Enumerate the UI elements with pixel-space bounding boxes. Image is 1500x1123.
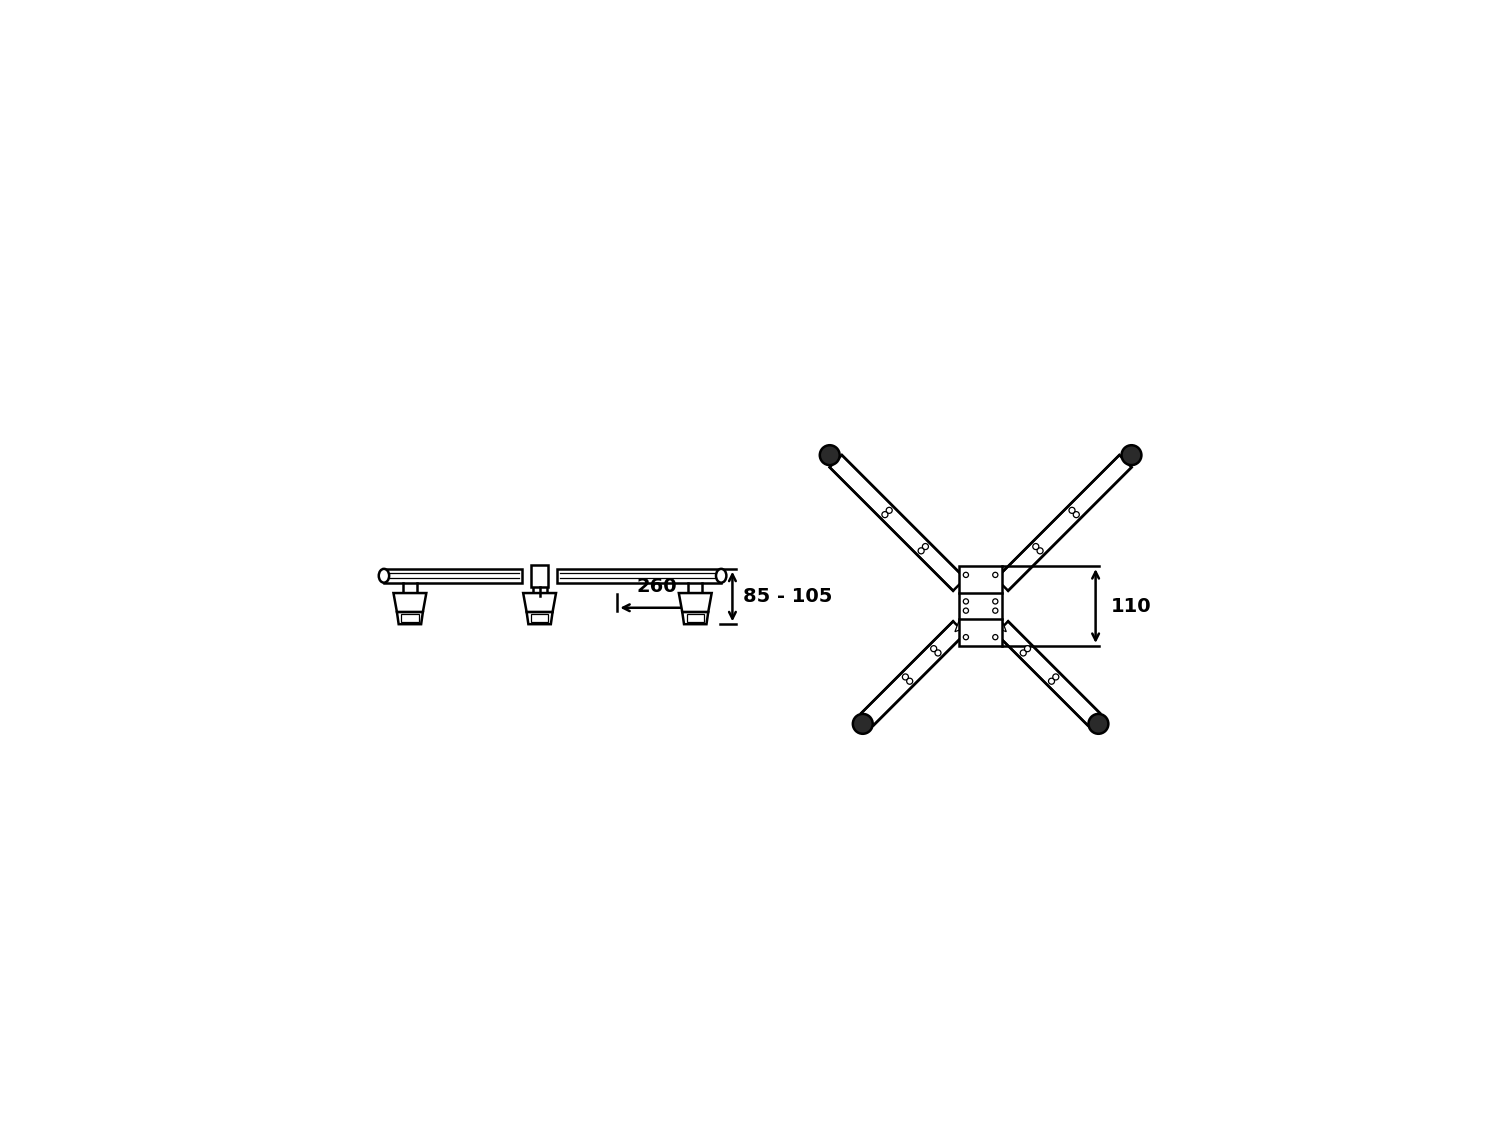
Circle shape [963, 599, 969, 604]
Circle shape [963, 573, 969, 577]
Circle shape [930, 646, 936, 651]
Ellipse shape [1089, 714, 1108, 733]
Circle shape [993, 608, 998, 613]
Circle shape [903, 674, 909, 679]
Text: 85 - 105: 85 - 105 [742, 587, 833, 606]
Circle shape [963, 608, 969, 613]
Text: 110: 110 [1112, 596, 1152, 615]
Circle shape [918, 548, 924, 554]
Polygon shape [963, 587, 982, 608]
Circle shape [963, 634, 969, 640]
Polygon shape [682, 612, 708, 624]
Circle shape [934, 650, 940, 656]
Polygon shape [861, 621, 966, 725]
Text: 260: 260 [636, 576, 676, 595]
Bar [400, 614, 418, 622]
Polygon shape [980, 587, 999, 608]
Polygon shape [680, 593, 711, 612]
Polygon shape [524, 593, 556, 612]
Bar [384, 569, 522, 583]
Polygon shape [526, 612, 552, 624]
Ellipse shape [853, 714, 873, 733]
Circle shape [1036, 548, 1042, 554]
Bar [687, 614, 703, 622]
Ellipse shape [821, 445, 840, 465]
Bar [556, 569, 722, 583]
Polygon shape [398, 612, 423, 624]
Circle shape [993, 599, 998, 604]
Bar [531, 614, 548, 622]
Ellipse shape [716, 569, 726, 583]
Circle shape [1048, 678, 1054, 684]
Bar [531, 565, 548, 587]
Circle shape [1070, 508, 1076, 513]
Polygon shape [956, 612, 975, 632]
Circle shape [1053, 674, 1059, 679]
Polygon shape [393, 593, 426, 612]
Ellipse shape [1122, 445, 1142, 465]
Circle shape [1020, 650, 1026, 656]
Polygon shape [996, 621, 1100, 725]
Circle shape [922, 544, 928, 549]
Circle shape [906, 678, 912, 684]
Circle shape [1074, 512, 1080, 518]
Bar [958, 566, 1002, 646]
Ellipse shape [380, 569, 388, 583]
Circle shape [993, 573, 998, 577]
Circle shape [1034, 544, 1040, 549]
Polygon shape [830, 455, 966, 591]
Polygon shape [996, 455, 1131, 591]
Circle shape [886, 508, 892, 513]
Circle shape [882, 512, 888, 518]
Circle shape [1024, 646, 1030, 651]
Circle shape [993, 634, 998, 640]
Polygon shape [987, 612, 1006, 632]
